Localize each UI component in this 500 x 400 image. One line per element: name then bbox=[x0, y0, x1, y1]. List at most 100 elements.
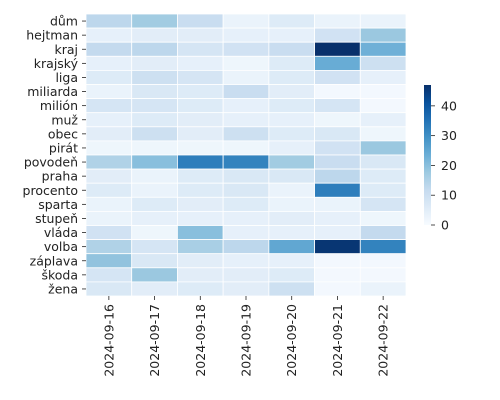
y-tick-labels: důmhejtmankrajkrajskýligamiliardamiliónm… bbox=[23, 14, 86, 296]
heatmap-cell bbox=[131, 281, 178, 297]
heatmap-cell bbox=[222, 70, 270, 85]
heatmap-cell bbox=[222, 267, 270, 283]
heatmap-cell bbox=[85, 168, 133, 184]
heatmap-cell bbox=[268, 140, 315, 156]
heatmap-cell bbox=[314, 27, 361, 43]
heatmap-cell bbox=[177, 70, 224, 85]
y-tick-label: stupeň bbox=[35, 211, 78, 226]
heatmap-cell bbox=[268, 41, 315, 57]
heatmap-cell bbox=[359, 225, 407, 241]
heatmap-cell bbox=[268, 126, 315, 142]
heatmap-cell bbox=[177, 267, 224, 283]
y-tick-label: milión bbox=[40, 98, 78, 113]
heatmap-cell bbox=[177, 140, 224, 156]
heatmap-cell bbox=[314, 98, 361, 114]
heatmap-cell bbox=[314, 182, 361, 198]
heatmap-cell bbox=[268, 112, 315, 128]
heatmap-cell bbox=[268, 154, 315, 170]
heatmap-cell bbox=[222, 239, 270, 255]
colorbar-tick-label: 40 bbox=[441, 98, 457, 113]
y-tick-label: krajský bbox=[34, 56, 79, 71]
heatmap-cell bbox=[85, 225, 133, 241]
heatmap-cell bbox=[85, 239, 133, 255]
heatmap-cell bbox=[85, 210, 133, 226]
heatmap-cell bbox=[268, 84, 315, 100]
heatmap-cell bbox=[314, 140, 361, 156]
heatmap-cell bbox=[359, 281, 407, 297]
heatmap-cell bbox=[131, 253, 178, 269]
y-tick-label: vláda bbox=[44, 225, 78, 240]
heatmap-cell bbox=[131, 27, 178, 43]
heatmap-cell bbox=[222, 225, 270, 241]
colorbar-ticks: 0 10 20 30 40 bbox=[431, 98, 457, 233]
y-tick-label: praha bbox=[42, 169, 78, 184]
heatmap-cell bbox=[177, 41, 224, 57]
heatmap-cell bbox=[359, 84, 407, 100]
heatmap-cell bbox=[314, 267, 361, 283]
heatmap-cell bbox=[85, 84, 133, 100]
y-tick-label: záplava bbox=[30, 253, 78, 268]
colorbar-tick-label: 20 bbox=[441, 158, 457, 173]
heatmap-cell bbox=[85, 253, 133, 269]
heatmap-cell bbox=[222, 55, 270, 71]
heatmap-cell bbox=[131, 13, 178, 29]
x-tick-label: 2024-09-19 bbox=[239, 304, 254, 377]
heatmap-cell bbox=[359, 253, 407, 269]
heatmap-cell bbox=[359, 112, 407, 128]
heatmap-cell bbox=[177, 55, 224, 71]
heatmap-cell bbox=[222, 27, 270, 43]
heatmap-cell bbox=[222, 41, 270, 57]
heatmap-cell bbox=[314, 253, 361, 269]
heatmap-cell bbox=[85, 182, 133, 198]
heatmap-cell bbox=[177, 168, 224, 184]
heatmap-cell bbox=[359, 55, 407, 71]
heatmap-cell bbox=[177, 154, 224, 170]
heatmap-cell bbox=[222, 98, 270, 114]
colorbar-tick-label: 10 bbox=[441, 188, 457, 203]
y-tick-label: žena bbox=[48, 281, 78, 296]
heatmap-cell bbox=[314, 154, 361, 170]
heatmap-cell bbox=[268, 182, 315, 198]
heatmap-cell bbox=[177, 239, 224, 255]
y-tick-label: muž bbox=[51, 112, 78, 127]
heatmap-cell bbox=[314, 210, 361, 226]
y-tick-label: kraj bbox=[54, 42, 78, 57]
heatmap-cell bbox=[268, 210, 315, 226]
heatmap-cell bbox=[268, 55, 315, 71]
y-tick-label: pirát bbox=[49, 140, 78, 155]
heatmap-cell bbox=[268, 196, 315, 212]
heatmap-cell bbox=[131, 168, 178, 184]
heatmap-cell bbox=[314, 41, 361, 57]
heatmap-cell bbox=[177, 27, 224, 43]
heatmap-cell bbox=[85, 55, 133, 71]
heatmap-cell bbox=[85, 27, 133, 43]
y-tick-label: obec bbox=[48, 126, 78, 141]
y-tick-label: povodeň bbox=[24, 155, 78, 170]
heatmap-cell bbox=[222, 154, 270, 170]
heatmap-cell bbox=[131, 98, 178, 114]
heatmap-cell bbox=[131, 126, 178, 142]
heatmap-cell bbox=[131, 55, 178, 71]
heatmap-cell bbox=[222, 168, 270, 184]
heatmap-cell bbox=[131, 112, 178, 128]
heatmap-cell bbox=[314, 239, 361, 255]
heatmap-cell bbox=[314, 126, 361, 142]
heatmap-cell bbox=[268, 267, 315, 283]
heatmap-cell bbox=[131, 70, 178, 85]
heatmap-cell bbox=[359, 140, 407, 156]
x-tick-label: 2024-09-21 bbox=[330, 304, 345, 377]
heatmap-cell bbox=[177, 98, 224, 114]
heatmap-cell bbox=[131, 84, 178, 100]
y-tick-label: liga bbox=[55, 70, 78, 85]
x-tick-label: 2024-09-22 bbox=[376, 304, 391, 377]
heatmap-cell bbox=[268, 27, 315, 43]
heatmap-cell bbox=[222, 253, 270, 269]
y-tick-label: dům bbox=[50, 14, 78, 29]
colorbar: 0 10 20 30 40 bbox=[424, 85, 457, 233]
y-tick-label: procento bbox=[23, 183, 78, 198]
colorbar-tick-label: 30 bbox=[441, 128, 457, 143]
heatmap-cell bbox=[131, 267, 178, 283]
heatmap-cell bbox=[314, 168, 361, 184]
heatmap-cell bbox=[85, 196, 133, 212]
